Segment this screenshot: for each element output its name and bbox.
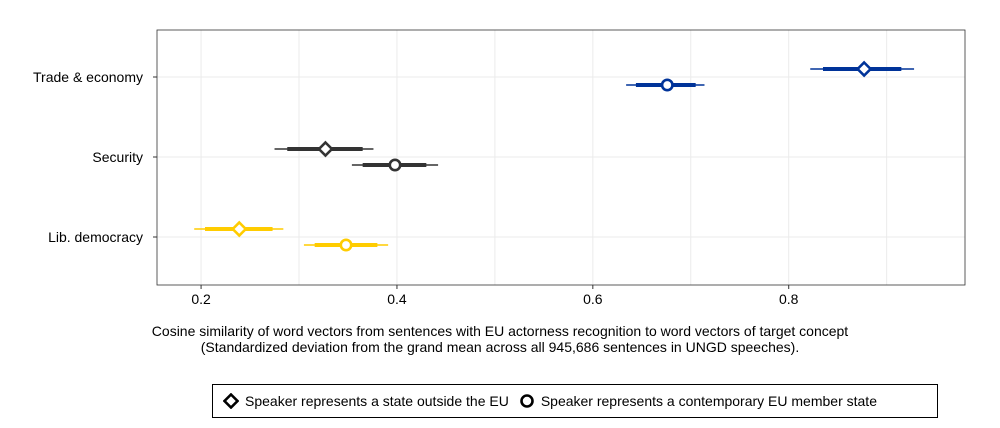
x-tick-label: 0.6 [583, 291, 603, 307]
circle-marker [388, 158, 402, 172]
x-tick-label: 0.8 [779, 291, 799, 307]
y-tick-label: Trade & economy [33, 69, 143, 85]
y-tick-label: Security [92, 149, 143, 165]
x-tick-label: 0.4 [387, 291, 407, 307]
legend-item-outside-eu: Speaker represents a state outside the E… [223, 393, 509, 409]
diamond-marker [317, 140, 334, 158]
circle-icon [520, 394, 534, 408]
y-tick-label: Lib. democracy [48, 229, 143, 245]
diamond-marker [230, 220, 248, 238]
x-axis-title-line1: Cosine similarity of word vectors from s… [151, 323, 849, 339]
legend-label-outside-eu: Speaker represents a state outside the E… [245, 393, 509, 409]
x-axis-title-line2: (Standardized deviation from the grand m… [200, 339, 800, 355]
diamond-icon [223, 393, 239, 409]
chart-svg: 0.2 0.4 0.6 0.8 Trade & economy Security Lib. … [33, 29, 966, 307]
legend-item-eu-member: Speaker represents a contemporary EU mem… [519, 393, 877, 409]
circle-marker [660, 78, 674, 92]
diamond-marker [855, 60, 873, 78]
circle-marker [339, 238, 353, 252]
legend-label-eu-member: Speaker represents a contemporary EU mem… [540, 393, 877, 409]
x-tick-label: 0.2 [191, 291, 211, 307]
legend: Speaker represents a state outside the E… [212, 384, 938, 418]
